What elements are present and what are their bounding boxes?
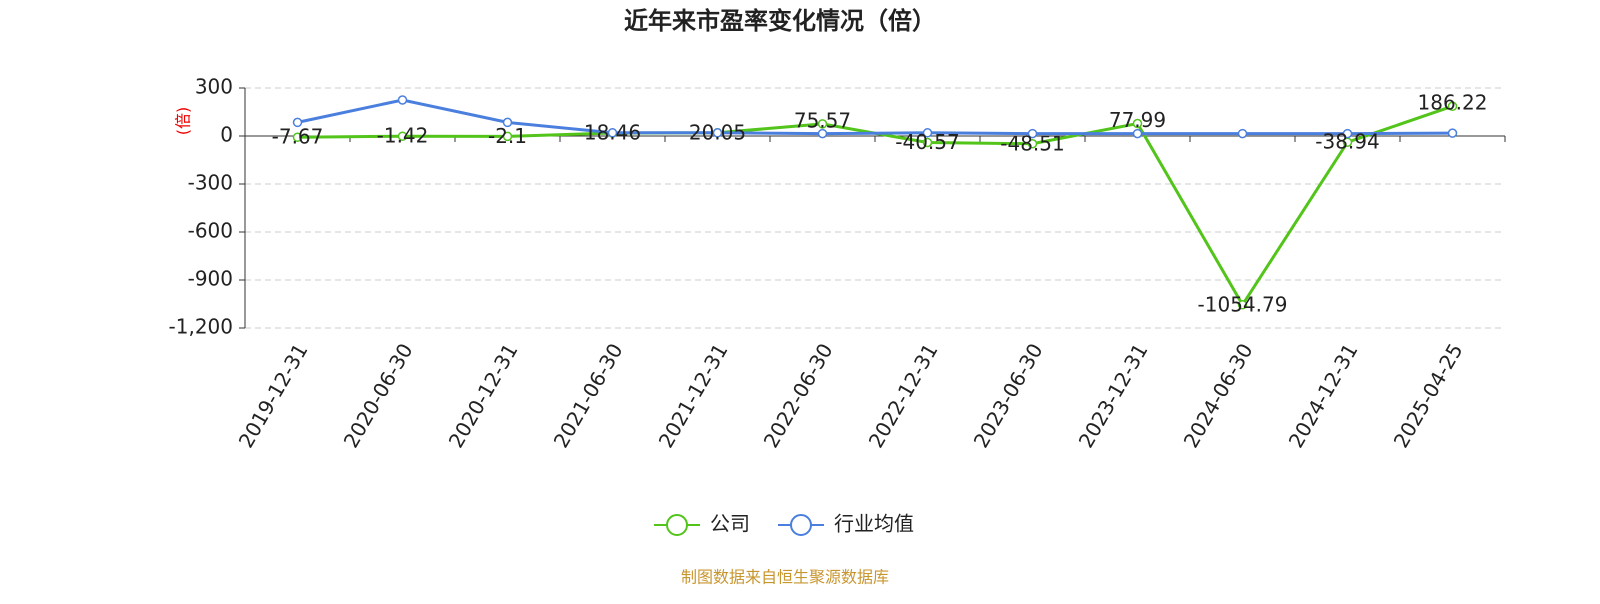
point <box>502 117 513 128</box>
y-axis-label: (倍) <box>174 107 193 136</box>
x-tick-label: 2021-12-31 <box>654 339 733 452</box>
point <box>922 137 933 148</box>
y-tick-label: 300 <box>195 75 233 99</box>
y-tick-label: -300 <box>188 171 233 195</box>
legend-marker <box>790 514 812 536</box>
data-label: -7.67 <box>272 125 324 149</box>
point <box>1027 139 1038 149</box>
x-tick-label: 2023-12-31 <box>1074 339 1153 452</box>
data-label: -48.51 <box>1000 131 1064 155</box>
x-tick-label: 2020-12-31 <box>444 339 523 452</box>
point <box>502 131 513 142</box>
x-tick-label: 2024-06-30 <box>1179 339 1258 452</box>
data-label: 186.22 <box>1418 91 1488 115</box>
chart-title: 近年来市盈率变化情况（倍） <box>624 7 936 35</box>
point <box>607 128 618 138</box>
point <box>1132 118 1143 129</box>
x-tick-label: 2021-06-30 <box>549 339 628 452</box>
point <box>1447 128 1458 138</box>
x-tick-label: 2025-04-25 <box>1389 339 1468 452</box>
x-tick-label: 2024-12-31 <box>1284 339 1363 452</box>
point <box>1237 128 1248 139</box>
legend-marker <box>666 514 688 536</box>
point <box>1342 128 1353 139</box>
data-label: 77.99 <box>1109 108 1166 132</box>
x-tick-label: 2023-06-30 <box>969 339 1048 452</box>
point <box>1447 101 1458 111</box>
point <box>1237 300 1248 310</box>
y-tick-label: 0 <box>220 123 233 147</box>
x-tick-label: 2019-12-31 <box>234 339 313 452</box>
point <box>817 119 828 129</box>
y-tick-label: -900 <box>188 267 233 291</box>
data-label: -40.57 <box>895 130 959 154</box>
x-tick-label: 2022-12-31 <box>864 339 943 452</box>
point <box>817 128 828 139</box>
data-label: -2.1 <box>488 124 527 148</box>
series-line <box>297 98 1453 136</box>
data-label: -1054.79 <box>1198 292 1288 316</box>
point <box>397 131 408 141</box>
point <box>1027 128 1038 139</box>
x-tick-label: 2022-06-30 <box>759 339 838 452</box>
data-label: 18.46 <box>584 121 641 145</box>
legend-label: 行业均值 <box>834 512 914 536</box>
point <box>292 117 303 128</box>
point <box>712 128 723 138</box>
data-label: -1.42 <box>377 124 429 148</box>
x-tick-label: 2020-06-30 <box>339 339 418 452</box>
data-label: 20.05 <box>689 120 746 144</box>
data-label: -38.94 <box>1315 130 1379 154</box>
point <box>397 95 408 105</box>
data-label: 75.57 <box>794 108 851 132</box>
source-note: 制图数据来自恒生聚源数据库 <box>681 568 889 587</box>
legend-label: 公司 <box>710 512 750 536</box>
point <box>922 128 933 138</box>
point <box>1132 128 1143 139</box>
y-tick-label: -600 <box>188 219 233 243</box>
y-tick-label: -1,200 <box>169 315 233 339</box>
point <box>292 132 303 142</box>
